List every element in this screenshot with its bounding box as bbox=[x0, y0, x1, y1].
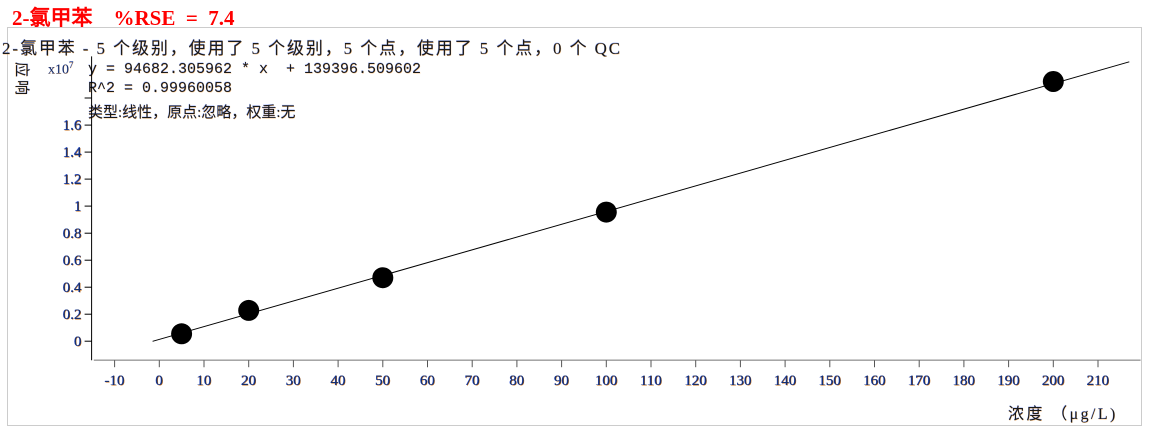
svg-text:30: 30 bbox=[286, 373, 301, 389]
svg-text:120: 120 bbox=[684, 373, 707, 389]
svg-text:200: 200 bbox=[1042, 373, 1065, 389]
svg-text:0.8: 0.8 bbox=[63, 226, 82, 242]
svg-text:0.2: 0.2 bbox=[63, 307, 82, 323]
svg-text:110: 110 bbox=[640, 373, 662, 389]
svg-text:150: 150 bbox=[819, 373, 842, 389]
svg-text:80: 80 bbox=[509, 373, 524, 389]
svg-text:1.6: 1.6 bbox=[63, 118, 82, 134]
svg-text:40: 40 bbox=[331, 373, 346, 389]
svg-text:1.2: 1.2 bbox=[63, 172, 82, 188]
svg-text:0.4: 0.4 bbox=[63, 280, 82, 296]
svg-text:0: 0 bbox=[156, 373, 164, 389]
svg-text:90: 90 bbox=[554, 373, 569, 389]
svg-text:100: 100 bbox=[595, 373, 618, 389]
svg-text:180: 180 bbox=[953, 373, 976, 389]
svg-text:1.4: 1.4 bbox=[63, 145, 82, 161]
svg-text:10: 10 bbox=[197, 373, 212, 389]
svg-text:0.6: 0.6 bbox=[63, 253, 82, 269]
svg-text:-10: -10 bbox=[105, 373, 125, 389]
svg-text:210: 210 bbox=[1087, 373, 1110, 389]
svg-text:160: 160 bbox=[863, 373, 886, 389]
svg-text:70: 70 bbox=[465, 373, 480, 389]
svg-text:190: 190 bbox=[997, 373, 1020, 389]
svg-text:170: 170 bbox=[908, 373, 931, 389]
svg-text:20: 20 bbox=[241, 373, 256, 389]
svg-text:130: 130 bbox=[729, 373, 752, 389]
svg-text:0: 0 bbox=[74, 334, 82, 350]
svg-text:1: 1 bbox=[74, 199, 82, 215]
svg-text:140: 140 bbox=[774, 373, 797, 389]
svg-text:50: 50 bbox=[375, 373, 390, 389]
svg-text:60: 60 bbox=[420, 373, 435, 389]
